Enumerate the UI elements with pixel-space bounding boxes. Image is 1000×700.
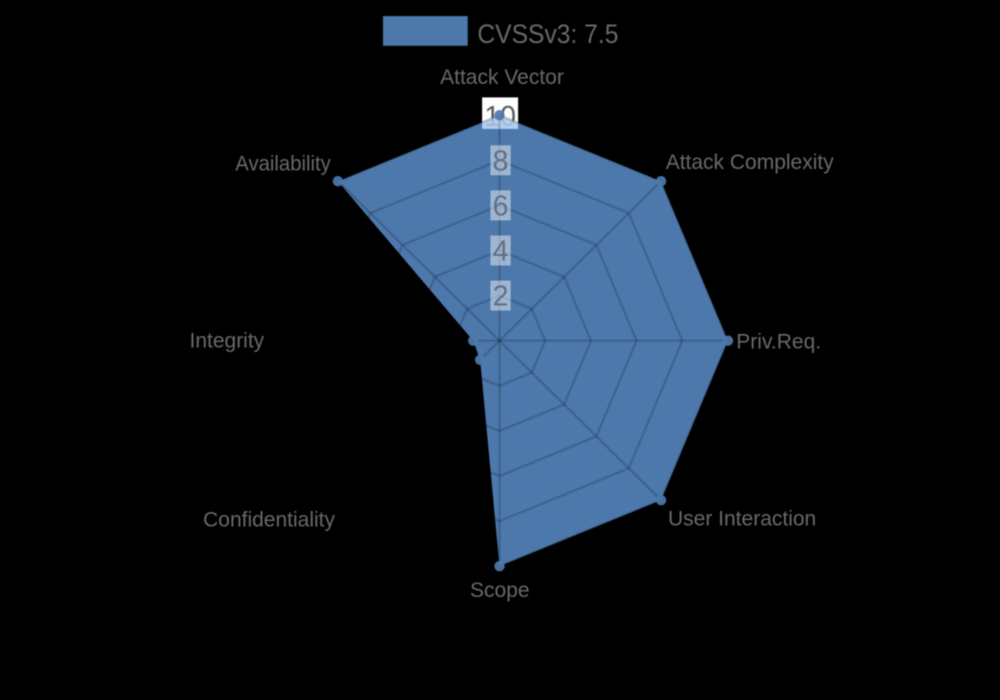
svg-text:CVSSv3: 7.5: CVSSv3: 7.5	[477, 19, 618, 49]
svg-text:2: 2	[493, 281, 509, 313]
svg-text:Priv.Req.: Priv.Req.	[736, 330, 821, 353]
svg-text:Confidentiality: Confidentiality	[203, 509, 335, 532]
svg-text:4: 4	[493, 236, 509, 268]
svg-text:User Interaction: User Interaction	[668, 507, 816, 530]
svg-text:Attack Vector: Attack Vector	[440, 66, 564, 89]
svg-text:Scope: Scope	[470, 579, 530, 602]
svg-text:6: 6	[493, 190, 509, 222]
svg-text:Availability: Availability	[235, 152, 331, 175]
svg-text:Integrity: Integrity	[189, 330, 264, 353]
svg-text:8: 8	[493, 145, 509, 177]
svg-text:Attack Complexity: Attack Complexity	[666, 151, 835, 174]
